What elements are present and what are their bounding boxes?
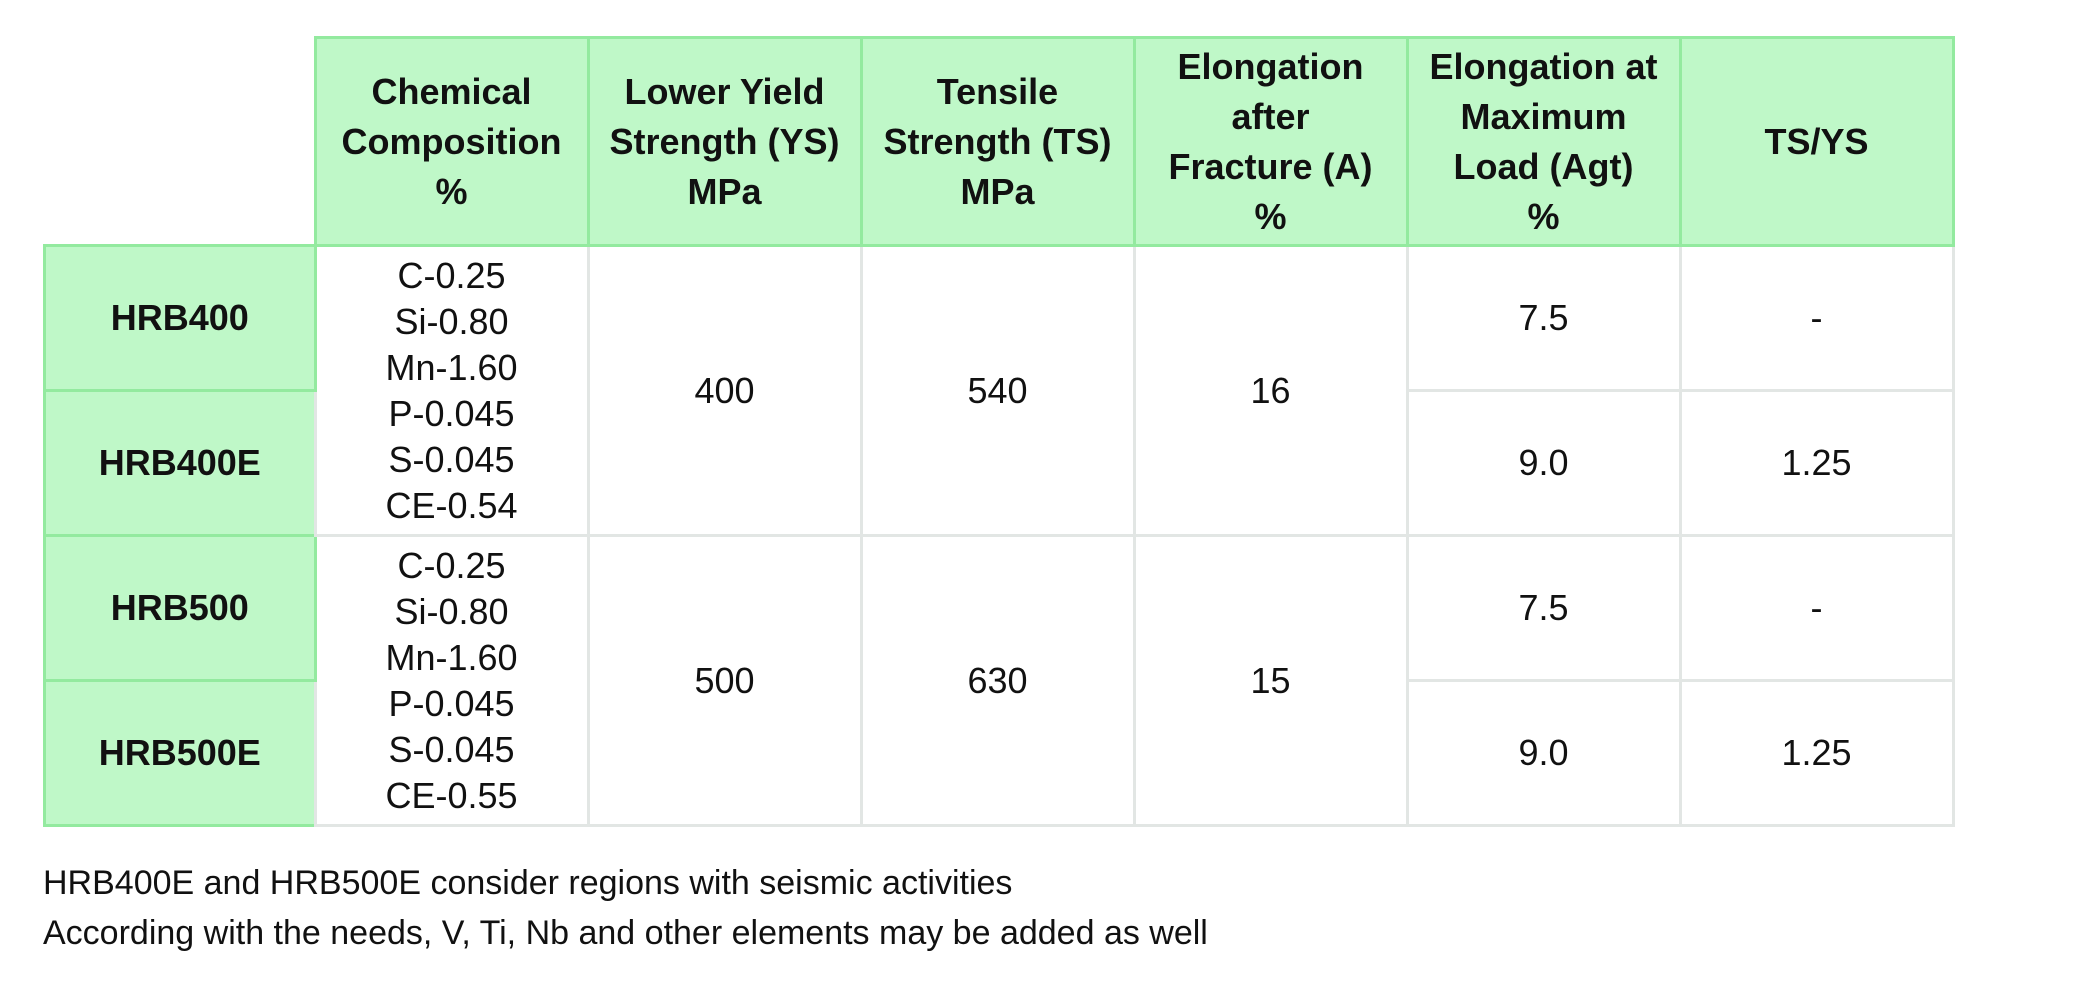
tensile-cell: 540 [859, 244, 1136, 537]
body-row: HRB500 C-0.25 Si-0.80 Mn-1.60 P-0.045 S-0.045… [43, 534, 1955, 827]
header-line: after [1231, 95, 1310, 137]
body-row: HRB400 C-0.25 Si-0.80 Mn-1.60 P-0.045 S-0.045… [43, 244, 1955, 537]
agt-cell: 7.5 [1405, 244, 1682, 392]
note: HRB400E and HRB500E consider regions wit… [43, 864, 1013, 902]
grade-name: HRB500 [43, 534, 317, 682]
ts-ys-cell: - [1678, 534, 1955, 682]
header-line: Tensile [936, 70, 1059, 112]
header-cell: TS/YS [1678, 36, 1955, 247]
header-line: Fracture (A) [1168, 145, 1373, 187]
composition-line: P-0.045 [388, 682, 515, 724]
spec-table: Chemical Composition% Lower Yield Strength … [43, 36, 1955, 827]
header-line: Elongation at [1429, 45, 1658, 87]
yield-cell: 400 [586, 244, 863, 537]
header-cell: Elongation after Fracture (A)% [1132, 36, 1409, 247]
header-line: % [1527, 195, 1560, 237]
header-line: Strength (TS) [883, 120, 1112, 162]
grade-name: HRB400E [43, 389, 317, 537]
composition-line: Mn-1.60 [385, 636, 518, 678]
header-line: Elongation [1177, 45, 1364, 87]
grade-name: HRB500E [43, 679, 317, 827]
notes: HRB400E and HRB500E consider regions wit… [43, 858, 1208, 958]
composition: C-0.25 Si-0.80 Mn-1.60 P-0.045 S-0.045 CE-0.5… [313, 534, 590, 827]
header-cell: Tensile Strength (TS) MPa [859, 36, 1136, 247]
composition-line: CE-0.54 [385, 484, 518, 526]
elongation-cell: 15 [1132, 534, 1409, 827]
composition-line: C-0.25 [397, 254, 506, 296]
agt-cell: 7.5 [1405, 534, 1682, 682]
composition-line: Mn-1.60 [385, 346, 518, 388]
header-row: Chemical Composition% Lower Yield Strength … [44, 36, 1955, 247]
header-line: Chemical [371, 70, 532, 112]
header-line: Lower Yield [624, 70, 825, 112]
ts-ys-cell: - [1678, 244, 1955, 392]
elongation-cell: 16 [1132, 244, 1409, 537]
header-line: TS/YS [1764, 120, 1869, 162]
header-cell: Chemical Composition% [313, 36, 590, 247]
corner [44, 37, 315, 246]
tensile-cell: 630 [859, 534, 1136, 827]
header-line: Maximum [1460, 95, 1627, 137]
agt-cell: 9.0 [1405, 679, 1682, 827]
header-line: % [1254, 195, 1287, 237]
header-line: Strength (YS) [609, 120, 840, 162]
yield-cell: 500 [586, 534, 863, 827]
composition-line: CE-0.55 [385, 774, 518, 816]
note: According with the needs, V, Ti, Nb and … [43, 914, 1208, 952]
agt-cell: 9.0 [1405, 389, 1682, 537]
ts-ys-cell: 1.25 [1678, 679, 1955, 827]
composition-line: C-0.25 [397, 544, 506, 586]
body-row: HRB500E 9.0 1.25 [43, 679, 1955, 827]
header-line: Composition [341, 120, 562, 162]
header-cell: Lower Yield Strength (YS) MPa [586, 36, 863, 247]
composition-line: P-0.045 [388, 392, 515, 434]
ts-ys-cell: 1.25 [1678, 389, 1955, 537]
grade-name: HRB400 [43, 244, 317, 392]
table-wrap: Chemical Composition% Lower Yield Strength … [43, 36, 1955, 827]
composition-line: S-0.045 [388, 438, 515, 480]
header-line: % [435, 170, 468, 212]
composition-line: Si-0.80 [394, 590, 509, 632]
header-line: MPa [960, 170, 1035, 212]
header-line: Load (Agt) [1453, 145, 1634, 187]
header-cell: Elongation at Maximum Load (Agt)% [1405, 36, 1682, 247]
body-row: HRB400E 9.0 1.25 [43, 389, 1955, 537]
composition-line: Si-0.80 [394, 300, 509, 342]
composition: C-0.25 Si-0.80 Mn-1.60 P-0.045 S-0.045 CE-0.5… [313, 244, 590, 537]
composition-line: S-0.045 [388, 728, 515, 770]
header-line: MPa [687, 170, 762, 212]
